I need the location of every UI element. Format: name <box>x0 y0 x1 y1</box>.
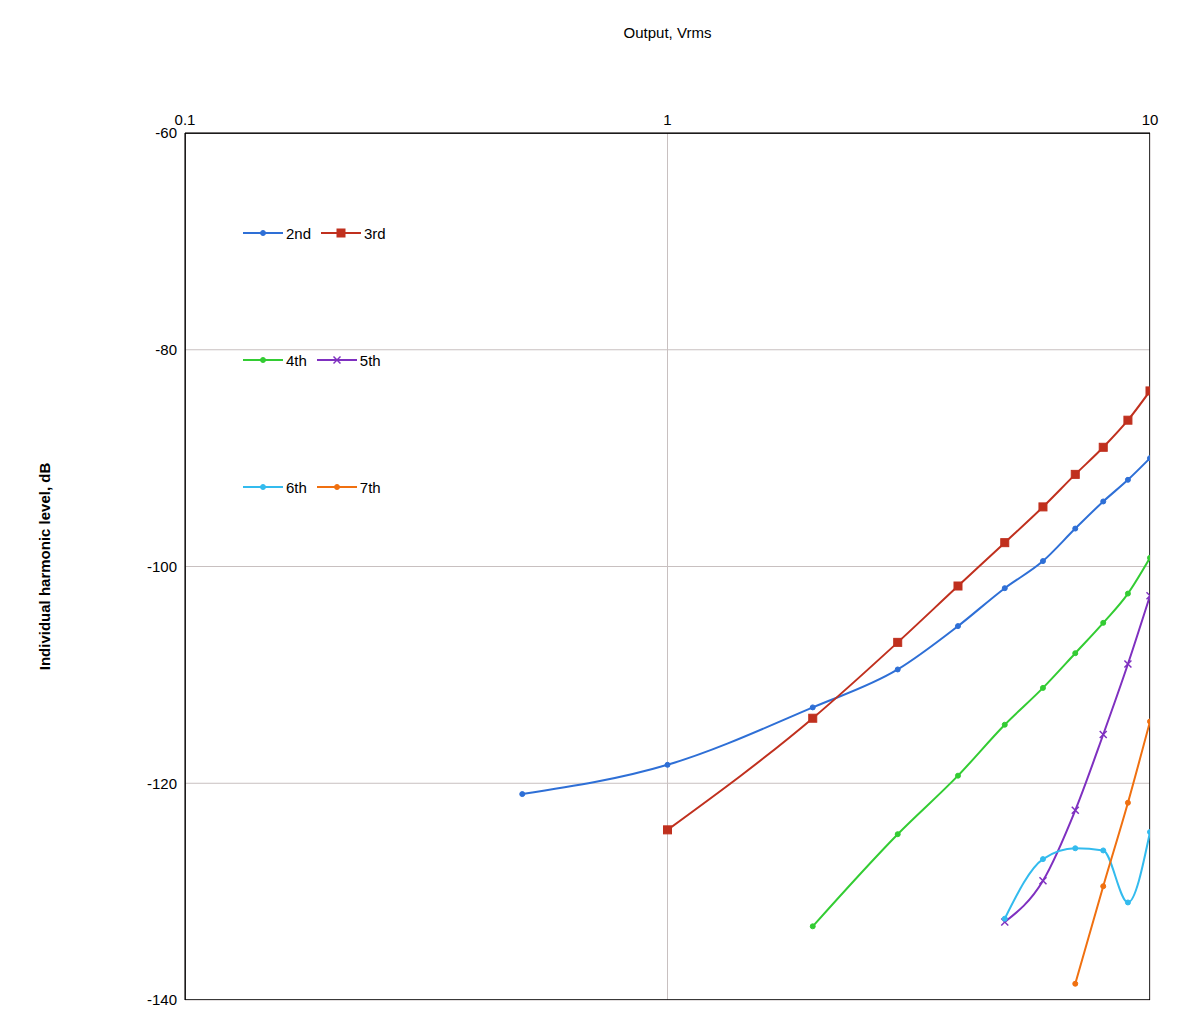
svg-text:0.1: 0.1 <box>175 111 196 128</box>
svg-text:Individual harmonic level, dB: Individual harmonic level, dB <box>36 463 53 671</box>
html-text:7th: 7th <box>359 478 381 496</box>
html-text:4th: 4th <box>286 351 307 369</box>
html-text:2nd: 2nd <box>286 224 311 242</box>
svg-text:1: 1 <box>663 111 671 128</box>
svg-text:Output, Vrms: Output, Vrms <box>624 24 712 41</box>
svg-text:-140: -140 <box>147 991 177 1008</box>
svg-text:-80: -80 <box>155 341 177 358</box>
svg-text:10: 10 <box>1142 111 1159 128</box>
svg-text:-100: -100 <box>147 558 177 575</box>
svg-text:-60: -60 <box>155 124 177 141</box>
html-text:6th: 6th <box>286 478 307 496</box>
html-text:5th: 5th <box>359 351 381 369</box>
svg-text:-120: -120 <box>147 775 177 792</box>
html-text:3rd: 3rd <box>364 224 386 242</box>
